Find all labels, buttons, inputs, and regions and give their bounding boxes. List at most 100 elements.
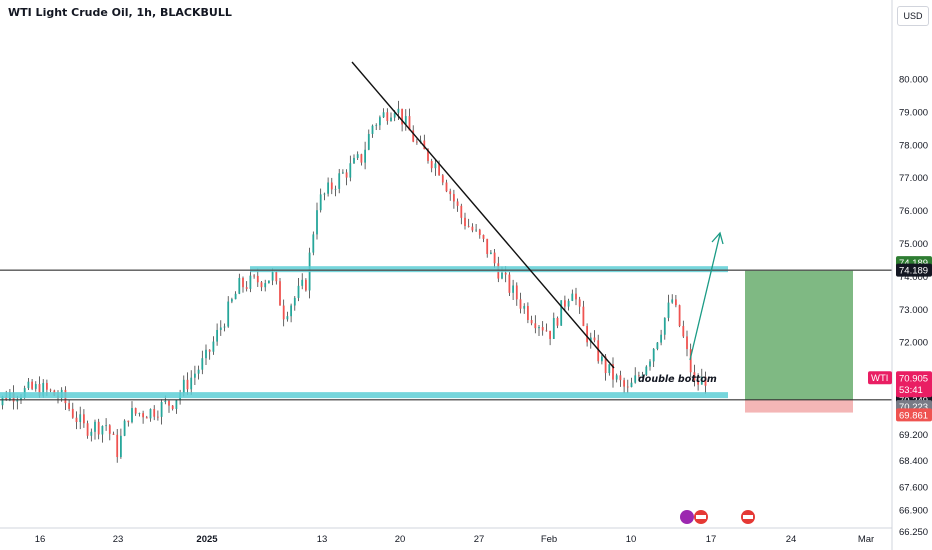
- candle-body: [478, 229, 481, 235]
- candle-body: [404, 116, 407, 125]
- candle-body: [34, 384, 37, 389]
- candle-body: [549, 330, 551, 339]
- y-tick-label: 79.000: [899, 107, 928, 118]
- candle-body: [345, 172, 348, 178]
- candle-body: [608, 364, 611, 374]
- candle-body: [71, 408, 74, 418]
- candle-body: [412, 130, 415, 142]
- candle-body: [578, 299, 581, 307]
- candle-body: [327, 182, 329, 194]
- candle-body: [638, 375, 640, 377]
- candle-body: [675, 299, 677, 306]
- candle-body: [601, 356, 603, 362]
- candle-body: [630, 382, 633, 388]
- candle-body: [334, 188, 337, 190]
- x-tick-label: 27: [474, 534, 485, 545]
- candle-body: [475, 229, 477, 231]
- y-tick-label: 68.400: [899, 456, 928, 467]
- candle-body: [534, 323, 537, 329]
- x-tick-label: 10: [626, 534, 637, 545]
- y-tick-label: 75.000: [899, 239, 928, 250]
- candle-body: [645, 366, 648, 375]
- candle-body: [86, 423, 89, 436]
- candle-body: [438, 163, 440, 176]
- candle-body: [493, 252, 496, 264]
- candle-body: [90, 431, 93, 436]
- candle-body: [186, 379, 189, 390]
- double-bottom-label: double bottom: [638, 374, 717, 385]
- candle-body: [652, 348, 655, 362]
- y-tick-label: 67.600: [899, 482, 928, 493]
- candle-body: [623, 380, 625, 387]
- candle-body: [586, 326, 588, 343]
- candle-body: [604, 356, 607, 374]
- candle-body: [508, 274, 511, 293]
- candle-body: [556, 317, 559, 326]
- last-price-tag: 70.905: [899, 374, 928, 385]
- candle-body: [149, 409, 152, 419]
- candle-body: [205, 349, 207, 359]
- candle-body: [31, 381, 33, 389]
- candle-body: [197, 369, 200, 374]
- candle-body: [142, 413, 144, 418]
- x-tick-label: 23: [113, 534, 124, 545]
- candle-body: [571, 293, 574, 301]
- candle-body: [323, 193, 326, 195]
- y-tick-label: 69.200: [899, 430, 928, 441]
- resistance-price-tag: 74.189: [899, 266, 928, 277]
- candle-body: [382, 112, 385, 118]
- candle-body: [127, 420, 130, 423]
- candle-body: [256, 275, 259, 283]
- candle-body: [519, 299, 522, 309]
- us-event-icon-flag: [696, 515, 706, 519]
- candle-body: [301, 279, 304, 286]
- candle-body: [482, 234, 485, 239]
- resistance-price-tag-bg: [896, 263, 932, 277]
- candle-body: [260, 282, 263, 288]
- candle-body: [227, 301, 230, 327]
- candle-body: [238, 277, 241, 294]
- candle-body: [157, 416, 159, 418]
- candle-body: [38, 384, 41, 396]
- candle-body: [464, 217, 466, 226]
- symbol-tag-bg: [868, 371, 892, 385]
- candle-body: [367, 133, 370, 150]
- candle-body: [1, 396, 4, 406]
- candle-body: [201, 358, 204, 370]
- candle-body: [279, 281, 281, 306]
- y-tick-label: 77.000: [899, 173, 928, 184]
- candle-body: [160, 402, 163, 417]
- candle-body: [693, 372, 696, 381]
- us-event-icon-2-flag: [743, 515, 753, 519]
- x-tick-label: 24: [786, 534, 797, 545]
- candle-body: [397, 108, 400, 113]
- candle-body: [134, 408, 137, 414]
- candle-body: [286, 316, 289, 320]
- candle-body: [390, 117, 392, 121]
- candle-body: [101, 426, 104, 435]
- candle-body: [330, 182, 333, 190]
- candle-body: [194, 373, 196, 378]
- candle-body: [560, 300, 563, 326]
- candle-body: [305, 279, 307, 291]
- candle-body: [504, 272, 507, 275]
- candle-body: [168, 400, 170, 406]
- candle-body: [290, 305, 292, 317]
- candle-body: [245, 287, 248, 289]
- countdown-tag: 53:41: [899, 385, 923, 396]
- candle-body: [83, 414, 85, 424]
- candle-body: [656, 342, 659, 349]
- candle-body: [527, 306, 529, 320]
- candle-body: [364, 149, 366, 163]
- x-tick-label: 13: [317, 534, 328, 545]
- support-zone: [0, 392, 728, 399]
- candle-body: [660, 334, 662, 343]
- y-tick-label: 66.900: [899, 505, 928, 516]
- candle-body: [379, 117, 381, 126]
- candles-group: [1, 100, 707, 463]
- candle-body: [97, 421, 100, 435]
- currency-selector[interactable]: USD: [897, 6, 929, 26]
- resistance-zone: [250, 266, 728, 273]
- stop-loss-price-tag: 69.861: [899, 410, 928, 421]
